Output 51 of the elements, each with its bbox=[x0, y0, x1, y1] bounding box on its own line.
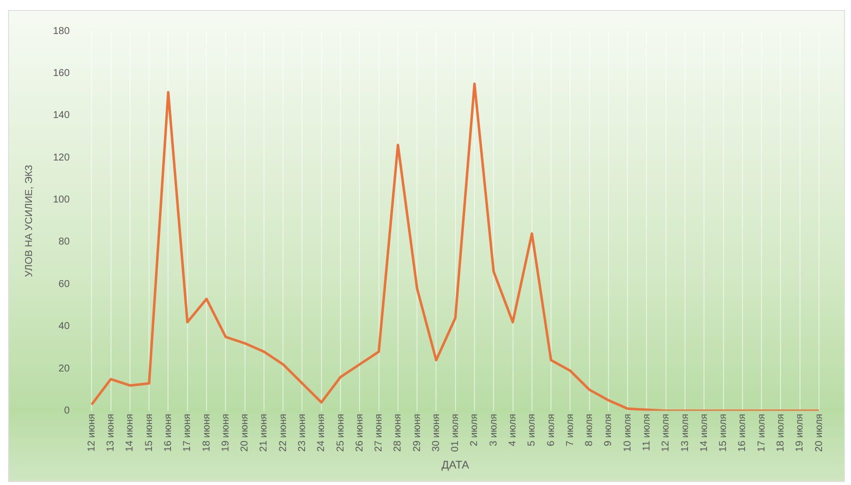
x-tick-label: 17 июля bbox=[756, 414, 768, 452]
x-tick-label: 18 июня bbox=[201, 414, 212, 452]
x-tick-label: 01 июля bbox=[450, 414, 462, 452]
x-tick-label: 14 июня bbox=[124, 414, 136, 452]
x-tick-label: 12 июля bbox=[660, 414, 672, 452]
x-tick-label: 27 июня bbox=[374, 414, 385, 452]
x-tick-label: 13 июня bbox=[106, 414, 117, 452]
x-tick-label: 17 июня bbox=[182, 414, 194, 452]
x-tick-label: 3 июля bbox=[488, 414, 500, 446]
y-tick-label: 160 bbox=[52, 68, 70, 79]
y-tick-label: 20 bbox=[58, 363, 70, 374]
x-tick-label: 2 июля bbox=[469, 414, 480, 446]
x-tick-label: 5 июля bbox=[526, 414, 538, 446]
x-tick-label: 29 июня bbox=[412, 414, 423, 452]
x-tick-label: 6 июля bbox=[546, 414, 557, 446]
y-tick-label: 0 bbox=[64, 406, 70, 417]
x-tick-label: 11 июля bbox=[641, 414, 652, 452]
x-tick-label: 16 июня bbox=[162, 414, 174, 452]
y-tick-label: 40 bbox=[58, 321, 70, 332]
x-tick-label: 24 июня bbox=[316, 414, 328, 452]
x-tick-label: 12 июня bbox=[86, 414, 98, 452]
x-axis-title: ДАТА bbox=[442, 459, 470, 472]
x-tick-label: 4 июля bbox=[508, 414, 519, 446]
x-tick-label: 10 июля bbox=[622, 414, 634, 452]
x-tick-label: 19 июня bbox=[220, 414, 232, 452]
x-tick-label: 15 июля bbox=[718, 414, 730, 452]
x-tick-label: 7 июля bbox=[564, 414, 576, 446]
x-tick-label: 21 июня bbox=[258, 414, 270, 452]
x-tick-label: 30 июня bbox=[430, 414, 442, 452]
y-tick-label: 180 bbox=[52, 26, 70, 37]
y-tick-label: 120 bbox=[52, 152, 70, 164]
x-tick-label: 20 июня bbox=[240, 414, 251, 452]
x-tick-label: 13 июля bbox=[680, 414, 691, 452]
x-tick-label: 19 июля bbox=[794, 414, 806, 452]
y-tick-label: 140 bbox=[52, 110, 70, 122]
y-tick-label: 100 bbox=[52, 194, 70, 206]
x-tick-label: 25 июня bbox=[335, 414, 346, 452]
x-tick-label: 9 июля bbox=[603, 414, 614, 446]
y-tick-label: 60 bbox=[58, 278, 70, 290]
y-axis-title: УЛОВ НА УСИЛИЕ, ЭКЗ bbox=[24, 164, 35, 277]
x-tick-label: 28 июня bbox=[392, 414, 404, 452]
x-tick-label: 15 июня bbox=[144, 414, 155, 452]
x-tick-label: 20 июля bbox=[814, 414, 825, 452]
x-tick-label: 16 июля bbox=[737, 414, 748, 452]
x-tick-label: 18 июля bbox=[775, 414, 786, 452]
x-tick-label: 23 июня bbox=[296, 414, 308, 452]
x-tick-label: 8 июля bbox=[584, 414, 596, 446]
x-tick-label: 22 июня bbox=[278, 414, 289, 452]
y-tick-label: 80 bbox=[58, 236, 70, 248]
x-tick-label: 26 июня bbox=[354, 414, 366, 452]
x-tick-label: 14 июля bbox=[698, 414, 710, 452]
